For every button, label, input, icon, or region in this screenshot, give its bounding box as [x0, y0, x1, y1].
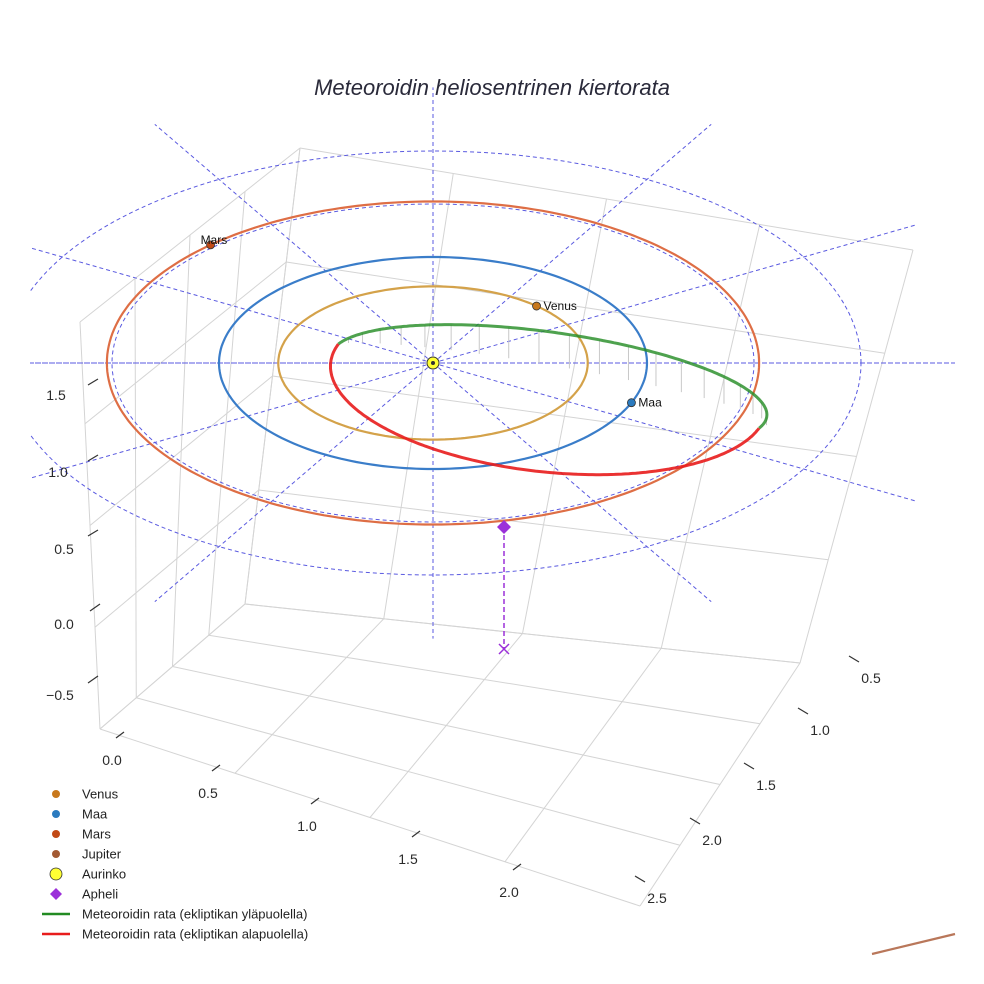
body-mars — [206, 240, 215, 250]
reference-spoke — [154, 123, 434, 364]
floor-grid-line — [369, 633, 523, 818]
meteoroid-orbit — [329, 323, 769, 477]
x-tick-mark — [310, 797, 320, 805]
wall-grid-line — [299, 147, 914, 251]
legend-marker — [52, 830, 60, 838]
orbit-mars — [105, 200, 761, 526]
x-tick-mark — [115, 731, 125, 739]
chart-title: Meteoroidin heliosentrinen kiertorata — [314, 75, 670, 100]
orbit-jupiter — [871, 932, 956, 956]
label-venus: Venus — [544, 299, 577, 313]
legend[interactable]: Venus Maa Mars Jupiter Aurinko Apheli Meteoroi… — [42, 787, 308, 942]
legend-label: Jupiter — [82, 847, 122, 862]
y-tick-label: 0.5 — [861, 670, 881, 686]
axis-ticks: −0.5 0.0 0.5 1.0 1.5 0.0 0.5 1.0 1.5 2.0 0.5 1.0 1.5… — [46, 378, 881, 906]
wall-grid-line — [208, 191, 246, 636]
y-tick-mark — [797, 707, 809, 715]
y-tick-label: 1.0 — [810, 722, 830, 738]
legend-label: Venus — [82, 787, 119, 802]
floor-grid-line — [639, 662, 801, 907]
z-tick-mark — [87, 378, 99, 386]
legend-label: Apheli — [82, 887, 118, 902]
y-tick-mark — [848, 655, 860, 663]
drop-lines — [347, 324, 767, 426]
z-tick-label: 1.0 — [48, 464, 68, 480]
x-tick-mark — [211, 764, 221, 772]
x-tick-label: 2.0 — [499, 884, 519, 900]
label-mars: Mars — [201, 233, 228, 247]
wall-grid-line — [286, 261, 885, 354]
wall-grid-line — [799, 249, 914, 664]
z-tick-label: 0.5 — [54, 541, 74, 557]
bodies: Venus Maa Mars — [201, 233, 662, 655]
z-tick-label: 0.0 — [54, 616, 74, 632]
orbit-venus — [277, 285, 589, 441]
x-tick-label: 0.0 — [102, 752, 122, 768]
legend-marker — [50, 888, 62, 900]
wall-grid-line — [172, 234, 191, 667]
wall-grid-line — [84, 261, 287, 425]
legend-marker — [52, 790, 60, 798]
sun-core — [431, 361, 435, 365]
x-tick-mark — [411, 830, 421, 838]
meteoroid-orbit-below — [329, 343, 761, 477]
meteoroid-orbit-above — [337, 323, 769, 430]
y-tick-label: 1.5 — [756, 777, 776, 793]
x-tick-mark — [512, 863, 522, 871]
x-tick-label: 1.0 — [297, 818, 317, 834]
legend-label: Maa — [82, 807, 108, 822]
label-maa: Maa — [638, 396, 662, 410]
floor-grid-line — [504, 647, 662, 863]
wall-grid-line — [660, 224, 761, 649]
legend-label: Mars — [82, 827, 111, 842]
reference-spoke — [154, 362, 434, 603]
axis-gridlines — [79, 147, 914, 907]
reference-spoke — [432, 362, 712, 603]
legend-label: Aurinko — [82, 867, 126, 882]
z-tick-mark — [87, 675, 99, 684]
wall-grid-line — [79, 147, 301, 323]
aphelion-projection — [498, 643, 510, 655]
legend-marker — [52, 810, 60, 818]
reference-rings — [30, 87, 955, 639]
y-tick-label: 2.0 — [702, 832, 722, 848]
aphelion-marker — [497, 520, 511, 534]
planet-orbits — [105, 200, 956, 956]
z-tick-mark — [87, 529, 99, 537]
orbit-maa — [217, 255, 649, 471]
z-tick-mark — [87, 454, 99, 462]
legend-marker — [52, 850, 60, 858]
body-maa — [627, 398, 636, 408]
legend-label: Meteoroidin rata (ekliptikan alapuolella… — [82, 927, 308, 942]
wall-grid-line — [522, 198, 607, 634]
x-tick-label: 0.5 — [198, 785, 218, 801]
z-tick-label: −0.5 — [46, 687, 74, 703]
z-tick-mark — [89, 603, 101, 612]
y-tick-mark — [689, 817, 701, 825]
x-tick-label: 1.5 — [398, 851, 418, 867]
floor-grid-line — [208, 634, 761, 725]
reference-spoke — [432, 123, 712, 364]
y-tick-mark — [634, 875, 646, 883]
legend-label: Meteoroidin rata (ekliptikan yläpuolella… — [82, 907, 307, 922]
z-tick-label: 1.5 — [46, 387, 66, 403]
body-venus — [532, 301, 541, 311]
legend-marker — [49, 867, 63, 881]
y-tick-label: 2.5 — [647, 890, 667, 906]
y-tick-mark — [743, 762, 755, 770]
